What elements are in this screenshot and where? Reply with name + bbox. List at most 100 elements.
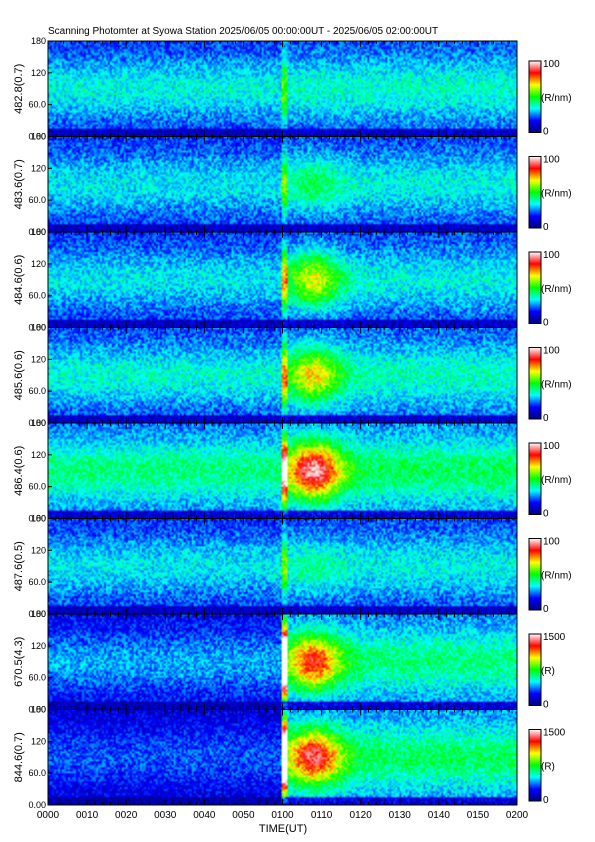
y-tick-label: 120 [31, 736, 46, 746]
colorbar-min-label: 0 [543, 127, 549, 138]
y-tick-label: 60.0 [28, 577, 46, 587]
heatmap-image [48, 232, 517, 328]
heatmap-image [48, 709, 517, 805]
colorbar-max-label: 100 [543, 155, 560, 166]
channel-label: 486.4(0.6) [13, 446, 25, 496]
y-tick-label: 60.0 [28, 768, 46, 778]
y-tick-label: 120 [31, 545, 46, 555]
y-tick-label: 180 [31, 705, 46, 715]
colorbar [528, 538, 542, 611]
colorbar-min-label: 0 [543, 509, 549, 520]
y-tick-label: 0.00 [28, 705, 46, 715]
colorbar-unit-label: (R/nm) [541, 188, 572, 199]
y-tick-label: 60.0 [28, 291, 46, 301]
x-tick-label: 0120 [350, 810, 373, 821]
y-tick-label: 180 [31, 418, 46, 428]
y-tick-label: 120 [31, 354, 46, 364]
y-tick-label: 60.0 [28, 195, 46, 205]
y-tick-label: 0.00 [28, 323, 46, 333]
panel-6: 0.00 60.0 120 180 487.6(0.5) 100 0 (R/nm) [13, 514, 572, 620]
panel-1: 0.00 60.0 120 180 482.8(0.7) 100 0 (R/nm) [13, 36, 572, 142]
y-tick-label: 60.0 [28, 386, 46, 396]
y-tick-label: 120 [31, 163, 46, 173]
y-tick-label: 180 [31, 227, 46, 237]
x-tick-label: 0010 [76, 810, 99, 821]
colorbar-unit-label: (R) [541, 761, 555, 772]
channel-label: 484.6(0.6) [13, 255, 25, 305]
colorbar-unit-label: (R/nm) [541, 379, 572, 390]
panel-7: 0.00 60.0 120 180 670.5(4.3) 1500 0 (R) [13, 609, 566, 715]
y-tick-label: 120 [31, 259, 46, 269]
y-tick-label: 180 [31, 323, 46, 333]
x-tick-label: 0130 [389, 810, 412, 821]
heatmap-image [48, 614, 517, 710]
x-tick-label: 0030 [154, 810, 177, 821]
colorbar [528, 251, 542, 324]
y-tick-label: 180 [31, 514, 46, 524]
colorbar-max-label: 100 [543, 346, 560, 357]
y-tick-label: 120 [31, 68, 46, 78]
channel-label: 844.6(0.7) [13, 732, 25, 782]
y-tick-label: 0.00 [28, 132, 46, 142]
colorbar-unit-label: (R/nm) [541, 284, 572, 295]
panel-2: 0.00 60.0 120 180 483.6(0.7) 100 0 (R/nm) [13, 132, 572, 238]
colorbar-unit-label: (R/nm) [541, 93, 572, 104]
colorbar-max-label: 1500 [543, 632, 566, 643]
channel-label: 670.5(4.3) [13, 637, 25, 687]
colorbar-max-label: 100 [543, 441, 560, 452]
colorbar-max-label: 100 [543, 250, 560, 261]
heatmap-image [48, 423, 517, 519]
channel-label: 482.8(0.7) [13, 64, 25, 114]
y-tick-label: 180 [31, 132, 46, 142]
colorbar-min-label: 0 [543, 318, 549, 329]
x-tick-label: 0100 [271, 810, 294, 821]
y-tick-label: 0.00 [28, 418, 46, 428]
channel-label: 487.6(0.5) [13, 541, 25, 591]
colorbar [528, 729, 542, 802]
heatmap-image [48, 41, 517, 137]
channel-label: 483.6(0.7) [13, 159, 25, 209]
colorbar-min-label: 0 [543, 604, 549, 615]
y-tick-label: 120 [31, 450, 46, 460]
colorbar-max-label: 100 [543, 59, 560, 70]
y-tick-label: 180 [31, 609, 46, 619]
colorbar [528, 633, 542, 706]
x-tick-label: 0110 [311, 810, 333, 821]
colorbar-max-label: 1500 [543, 728, 566, 739]
y-tick-label: 60.0 [28, 673, 46, 683]
panel-5: 0.00 60.0 120 180 486.4(0.6) 100 0 (R/nm) [13, 418, 572, 524]
colorbar-min-label: 0 [543, 700, 549, 711]
colorbar-min-label: 0 [543, 222, 549, 233]
x-tick-label: 0150 [467, 810, 490, 821]
x-tick-label: 0040 [193, 810, 216, 821]
y-tick-label: 60.0 [28, 100, 46, 110]
colorbar-min-label: 0 [543, 795, 549, 806]
x-tick-label: 0050 [232, 810, 255, 821]
panel-8: 0.00 60.0 120 180 844.6(0.7) 1500 0 (R) [13, 705, 566, 811]
x-tick-label: 0020 [115, 810, 138, 821]
colorbar-min-label: 0 [543, 413, 549, 424]
y-tick-label: 0.00 [28, 800, 46, 810]
x-tick-label: 0140 [428, 810, 451, 821]
colorbar-max-label: 100 [543, 537, 560, 548]
chart-title: Scanning Photomter at Syowa Station 2025… [48, 26, 439, 37]
x-axis-label: TIME(UT) [259, 823, 307, 835]
heatmap-image [48, 327, 517, 423]
channel-label: 485.6(0.6) [13, 350, 25, 400]
x-tick-label: 0000 [37, 810, 60, 821]
colorbar [528, 60, 542, 133]
colorbar [528, 347, 542, 420]
colorbar-unit-label: (R/nm) [541, 475, 572, 486]
colorbar [528, 156, 542, 229]
heatmap-image [48, 518, 517, 614]
y-tick-label: 0.00 [28, 609, 46, 619]
y-tick-label: 0.00 [28, 514, 46, 524]
y-tick-label: 0.00 [28, 227, 46, 237]
x-tick-label: 0200 [506, 810, 529, 821]
y-tick-label: 180 [31, 36, 46, 46]
colorbar-unit-label: (R) [541, 666, 555, 677]
y-tick-label: 120 [31, 641, 46, 651]
y-tick-label: 60.0 [28, 482, 46, 492]
colorbar [528, 442, 542, 515]
